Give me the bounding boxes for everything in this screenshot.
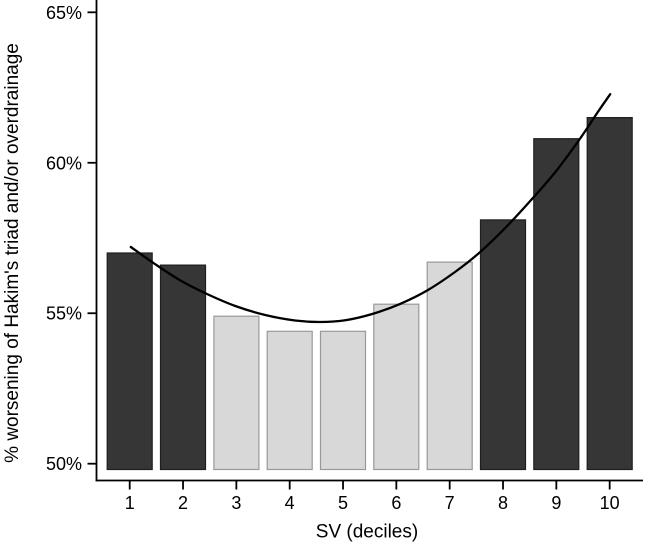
- bar-sv-10: [586, 116, 633, 471]
- bar-sv-5: [319, 330, 367, 471]
- bar-sv-4: [266, 330, 313, 471]
- y-tick-label-50: 50%: [46, 454, 82, 474]
- y-tick-label-65: 65%: [46, 3, 82, 23]
- x-axis-title: SV (deciles): [316, 522, 418, 543]
- y-axis-title: % worsening of Hakim's triad and/or over…: [2, 43, 23, 463]
- bar-sv-7: [426, 261, 473, 471]
- bar-sv-1: [106, 252, 153, 471]
- x-tick-label-6: 6: [391, 493, 401, 513]
- y-tick-label-55: 55%: [46, 304, 82, 324]
- x-tick-label-7: 7: [445, 493, 455, 513]
- trend-curve-layer: [129, 93, 612, 324]
- bar-sv-2: [159, 264, 207, 471]
- x-tick-label-5: 5: [338, 493, 348, 513]
- x-tick-label-4: 4: [285, 493, 295, 513]
- trend-curve: [129, 93, 612, 324]
- bars-layer: [106, 116, 633, 471]
- bar-sv-3: [213, 315, 260, 471]
- x-tick-label-2: 2: [178, 493, 188, 513]
- x-tick-label-1: 1: [125, 493, 135, 513]
- y-tick-label-60: 60%: [46, 153, 82, 173]
- x-tick-label-3: 3: [231, 493, 241, 513]
- x-tick-label-10: 10: [600, 493, 620, 513]
- bar-sv-6: [373, 303, 420, 471]
- bar-sv-8: [479, 219, 527, 471]
- bar-sv-9: [533, 138, 580, 471]
- x-tick-label-9: 9: [551, 493, 561, 513]
- x-tick-label-8: 8: [498, 493, 508, 513]
- ticks-layer: 65% 60% 55% 50% 1 2 3 4 5 6 7 8 9 10: [46, 3, 620, 513]
